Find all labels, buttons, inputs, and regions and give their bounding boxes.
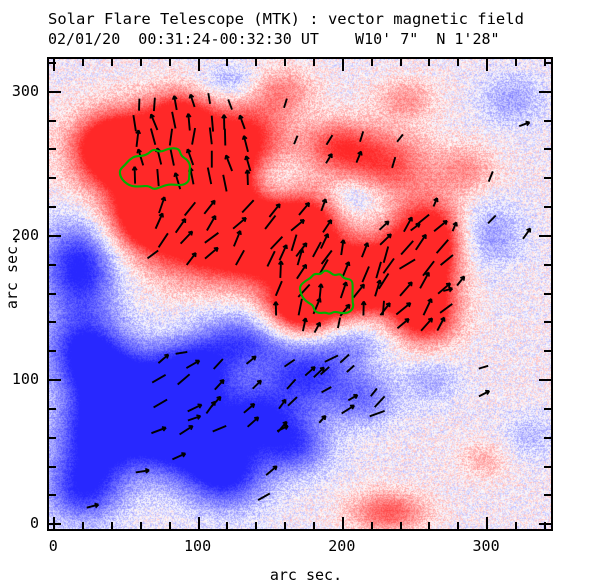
- axis-tick: [49, 263, 56, 266]
- axis-tick: [49, 379, 61, 382]
- axis-tick: [544, 61, 551, 64]
- axis-tick: [428, 59, 431, 66]
- magnetogram-image: [49, 59, 551, 529]
- axis-tick: [370, 59, 373, 66]
- axis-tick: [539, 90, 551, 93]
- x-tick-label: 300: [472, 537, 500, 555]
- axis-tick: [544, 407, 551, 410]
- axis-tick: [197, 517, 200, 529]
- axis-tick: [49, 148, 56, 151]
- y-tick-label: 200: [11, 225, 39, 244]
- axis-tick: [428, 522, 431, 529]
- axis-tick: [539, 523, 551, 526]
- axis-tick: [82, 59, 85, 66]
- x-tick-label: 100: [184, 537, 212, 555]
- axis-tick: [544, 494, 551, 497]
- axis-tick: [544, 119, 551, 122]
- axis-tick: [49, 436, 56, 439]
- axis-tick: [514, 522, 517, 529]
- axis-tick: [544, 263, 551, 266]
- axis-tick: [197, 59, 200, 71]
- axis-tick: [312, 522, 315, 529]
- axis-tick: [49, 234, 61, 237]
- x-axis-title: arc sec.: [269, 566, 343, 584]
- axis-tick: [49, 494, 56, 497]
- axis-tick: [49, 350, 56, 353]
- axis-tick: [486, 517, 489, 529]
- axis-tick: [544, 350, 551, 353]
- axis-tick: [539, 379, 551, 382]
- axis-tick: [111, 59, 114, 66]
- axis-tick: [49, 90, 61, 93]
- axis-tick: [226, 522, 229, 529]
- axis-tick: [399, 522, 402, 529]
- axis-tick: [544, 436, 551, 439]
- axis-tick: [82, 522, 85, 529]
- axis-tick: [544, 177, 551, 180]
- axis-tick: [457, 522, 460, 529]
- y-axis-title: arc sec.: [3, 236, 21, 310]
- axis-tick: [49, 523, 61, 526]
- figure-subtitle: 02/01/20 00:31:24-00:32:30 UT W10' 7" N …: [48, 30, 500, 48]
- axis-tick: [544, 465, 551, 468]
- plot-area: [47, 57, 553, 531]
- axis-tick: [341, 517, 344, 529]
- axis-tick: [53, 517, 56, 529]
- axis-tick: [514, 59, 517, 66]
- axis-tick: [544, 148, 551, 151]
- axis-tick: [49, 292, 56, 295]
- axis-tick: [53, 59, 56, 71]
- axis-tick: [49, 206, 56, 209]
- axis-tick: [284, 59, 287, 66]
- axis-tick: [370, 522, 373, 529]
- axis-tick: [139, 59, 142, 66]
- axis-tick: [341, 59, 344, 71]
- y-tick-label: 100: [11, 370, 39, 389]
- axis-tick: [284, 522, 287, 529]
- axis-tick: [457, 59, 460, 66]
- axis-tick: [49, 407, 56, 410]
- axis-tick: [543, 522, 546, 529]
- axis-tick: [168, 522, 171, 529]
- axis-tick: [49, 61, 56, 64]
- axis-tick: [255, 59, 258, 66]
- axis-tick: [49, 119, 56, 122]
- axis-tick: [255, 522, 258, 529]
- axis-tick: [226, 59, 229, 66]
- axis-tick: [312, 59, 315, 66]
- figure-title: Solar Flare Telescope (MTK) : vector mag…: [48, 10, 524, 28]
- axis-tick: [139, 522, 142, 529]
- axis-tick: [544, 321, 551, 324]
- x-tick-label: 0: [48, 537, 58, 555]
- y-tick-label: 300: [11, 81, 39, 100]
- axis-tick: [544, 206, 551, 209]
- axis-tick: [49, 177, 56, 180]
- axis-tick: [544, 292, 551, 295]
- x-tick-label: 200: [328, 537, 356, 555]
- y-tick-label: 0: [29, 514, 39, 533]
- axis-tick: [486, 59, 489, 71]
- axis-tick: [399, 59, 402, 66]
- axis-tick: [539, 234, 551, 237]
- axis-tick: [49, 321, 56, 324]
- axis-tick: [168, 59, 171, 66]
- axis-tick: [49, 465, 56, 468]
- axis-tick: [111, 522, 114, 529]
